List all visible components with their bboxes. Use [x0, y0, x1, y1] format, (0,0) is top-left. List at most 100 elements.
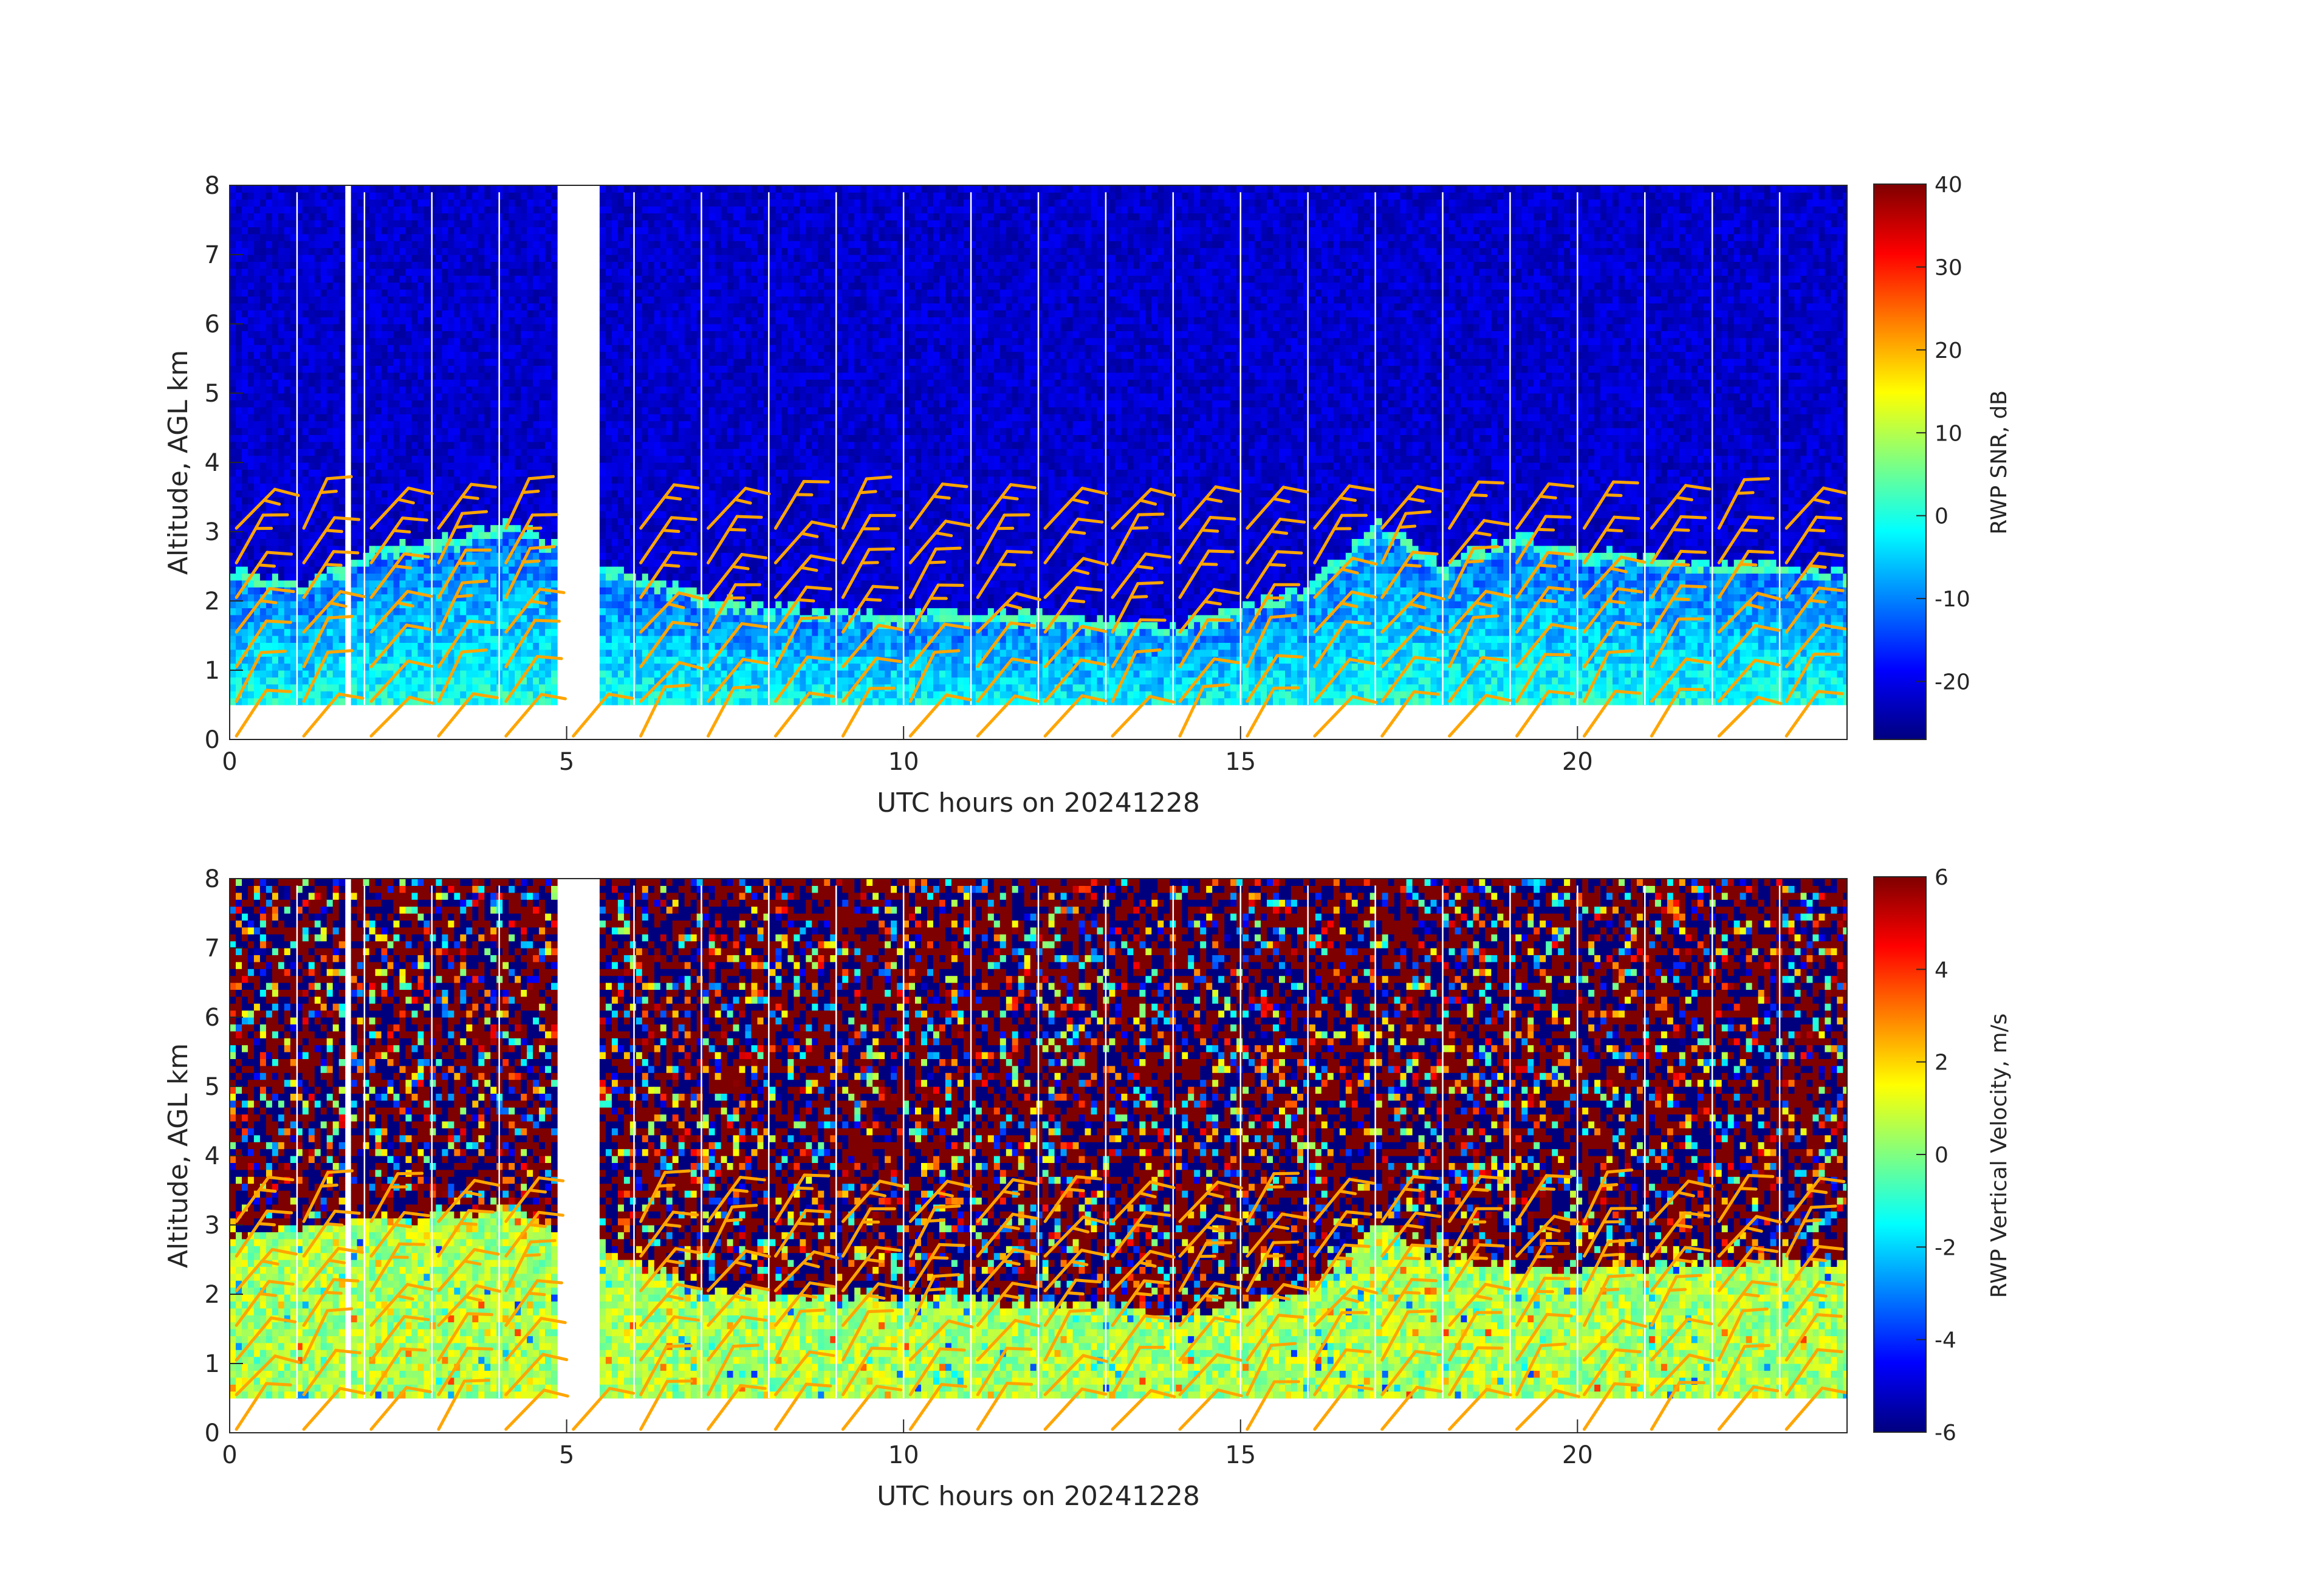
- heatmap-cell: [236, 227, 242, 235]
- heatmap-cell: [357, 337, 364, 345]
- heatmap-cell: [284, 351, 291, 359]
- heatmap-cell: [539, 303, 546, 310]
- heatmap-cell: [509, 414, 515, 422]
- heatmap-cell: [490, 345, 497, 352]
- heatmap-cell: [436, 684, 442, 691]
- heatmap-cell: [666, 636, 673, 643]
- heatmap-cell: [259, 275, 267, 283]
- heatmap-cell: [466, 220, 473, 227]
- heatmap-cell: [259, 365, 267, 373]
- heatmap-cell: [302, 365, 309, 373]
- heatmap-cell: [357, 691, 364, 699]
- heatmap-cell: [666, 400, 673, 408]
- heatmap-cell: [302, 636, 309, 643]
- heatmap-cell: [326, 698, 334, 705]
- heatmap-cell: [466, 420, 473, 428]
- heatmap-cell: [454, 448, 461, 456]
- heatmap-cell: [672, 490, 679, 498]
- heatmap-cell: [351, 227, 358, 235]
- heatmap-cell: [399, 192, 406, 200]
- heatmap-cell: [442, 552, 448, 560]
- heatmap-cell: [666, 317, 673, 324]
- heatmap-cell: [484, 233, 491, 241]
- heatmap-cell: [369, 192, 376, 200]
- heatmap-cell: [290, 566, 297, 574]
- heatmap-cell: [259, 601, 267, 608]
- heatmap-cell: [308, 275, 315, 283]
- heatmap-cell: [551, 622, 558, 629]
- heatmap-cell: [617, 324, 625, 331]
- heatmap-cell: [242, 275, 249, 283]
- heatmap-cell: [629, 414, 637, 422]
- heatmap-cell: [363, 691, 370, 699]
- heatmap-cell: [466, 518, 473, 526]
- heatmap-cell: [399, 255, 406, 262]
- heatmap-cell: [417, 580, 425, 588]
- heatmap-cell: [545, 483, 552, 491]
- heatmap-cell: [472, 538, 479, 546]
- heatmap-cell: [448, 622, 454, 629]
- heatmap-cell: [247, 400, 255, 408]
- heatmap-cell: [314, 406, 321, 414]
- heatmap-cell: [363, 649, 370, 657]
- heatmap-cell: [605, 608, 612, 616]
- heatmap-cell: [284, 372, 291, 380]
- heatmap-cell: [369, 428, 376, 435]
- heatmap-cell: [253, 691, 261, 699]
- heatmap-cell: [399, 206, 406, 214]
- heatmap-cell: [411, 220, 419, 227]
- heatmap-cell: [296, 372, 303, 380]
- heatmap-cell: [617, 255, 625, 262]
- heatmap-cell: [296, 545, 303, 553]
- heatmap-cell: [515, 670, 521, 677]
- heatmap-cell: [290, 310, 297, 318]
- heatmap-cell: [308, 185, 315, 193]
- heatmap-cell: [533, 192, 540, 200]
- heatmap-cell: [242, 656, 249, 664]
- heatmap-cell: [460, 504, 467, 512]
- heatmap-cell: [230, 628, 236, 636]
- heatmap-cell: [423, 241, 430, 249]
- heatmap-cell: [509, 524, 515, 532]
- heatmap-cell: [430, 351, 436, 359]
- heatmap-cell: [478, 566, 485, 574]
- heatmap-cell: [351, 587, 358, 595]
- heatmap-cell: [296, 434, 303, 442]
- heatmap-cell: [611, 303, 619, 310]
- heatmap-cell: [326, 497, 334, 504]
- heatmap-cell: [478, 455, 485, 463]
- heatmap-cell: [636, 247, 643, 255]
- heatmap-cell: [527, 365, 533, 373]
- heatmap-cell: [284, 670, 291, 677]
- heatmap-cell: [666, 406, 673, 414]
- heatmap-cell: [242, 636, 249, 643]
- heatmap-cell: [527, 420, 533, 428]
- heatmap-cell: [605, 448, 612, 456]
- heatmap-cell: [253, 255, 261, 262]
- heatmap-cell: [411, 614, 419, 622]
- heatmap-cell: [423, 400, 430, 408]
- heatmap-cell: [338, 206, 346, 214]
- heatmap-cell: [605, 628, 612, 636]
- heatmap-cell: [460, 414, 467, 422]
- heatmap-cell: [629, 622, 637, 629]
- heatmap-cell: [448, 337, 454, 345]
- heatmap-cell: [539, 608, 546, 616]
- heatmap-cell: [351, 275, 358, 283]
- heatmap-cell: [393, 490, 400, 498]
- heatmap-cell: [253, 213, 261, 221]
- heatmap-cell: [636, 601, 643, 608]
- heatmap-cell: [539, 282, 546, 290]
- heatmap-cell: [326, 199, 334, 207]
- heatmap-cell: [290, 601, 297, 608]
- heatmap-cell: [660, 518, 667, 526]
- heatmap-cell: [454, 414, 461, 422]
- heatmap-cell: [375, 393, 382, 400]
- heatmap-cell: [509, 317, 515, 324]
- heatmap-cell: [545, 372, 552, 380]
- heatmap-cell: [654, 317, 661, 324]
- heatmap-cell: [623, 372, 631, 380]
- heatmap-cell: [551, 303, 558, 310]
- heatmap-cell: [247, 663, 255, 671]
- heatmap-cell: [472, 636, 479, 643]
